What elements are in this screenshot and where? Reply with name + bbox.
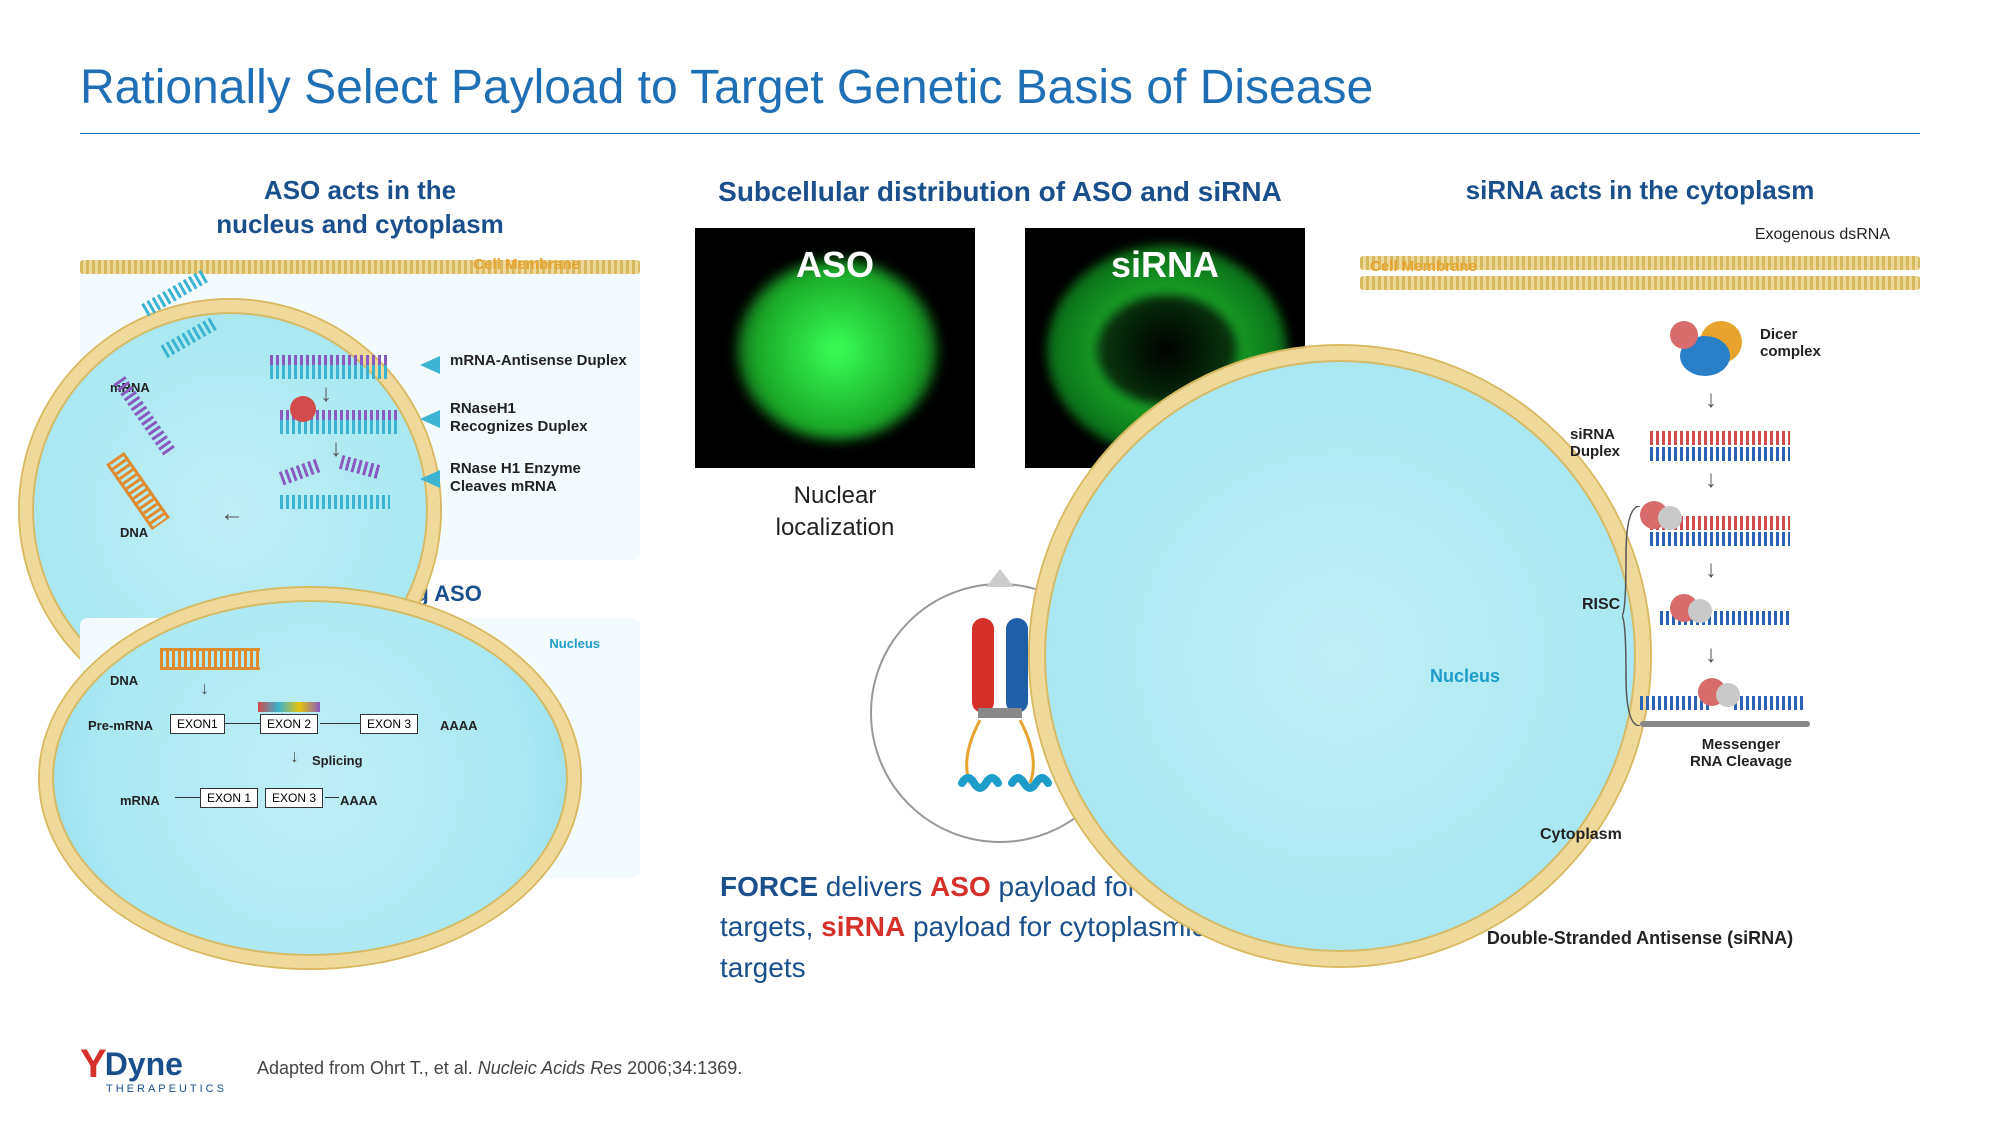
aso-mechanism-diagram: Cell Membrane mRNA DNA [80,260,640,560]
callout-arrow-icon [420,470,440,488]
micro-caption: Nuclear localization [695,480,975,542]
callout-arrow-icon [420,356,440,374]
exon-box: EXON1 [170,714,225,734]
intron-line [320,723,360,724]
risc-protein-icon [1688,599,1712,623]
dna-icon [160,648,260,670]
splice-diagram: Nucleus DNA ↓ Pre-mRNA EXON1 EXON 2 EXON… [80,618,640,878]
citation: Adapted from Ohrt T., et al. Nucleic Aci… [257,1058,742,1079]
sirna-mechanism-diagram: Exogenous dsRNA Cell Membrane Nucleus Cy… [1360,226,1920,916]
risc-label: RISC [1582,596,1620,614]
exon-box: EXON 2 [260,714,318,734]
aso-free-icon [280,495,390,509]
logo-y-icon: Y [80,1042,107,1087]
risc-protein-icon [1658,506,1682,530]
logo-text: Dyne [105,1046,183,1083]
dicer-label: Dicer complex [1760,326,1821,360]
nucleus-label: Nucleus [549,636,600,651]
cell-membrane-label-r: Cell Membrane [1370,258,1477,275]
sirna-duplex-icon [1650,431,1790,461]
polyA-label: AAAA [440,718,478,733]
aso-word: ASO [930,871,991,902]
nucleus-label-r: Nucleus [1430,666,1500,687]
cell-membrane-label: Cell Membrane [473,256,580,273]
logo-subtext: THERAPEUTICS [106,1083,227,1095]
dna-label: DNA [120,525,148,540]
cleavage-label: Messenger RNA Cleavage [1690,736,1792,770]
splicing-label: Splicing [312,753,363,768]
duplex-icon [270,355,390,377]
content-row: ASO acts in the nucleus and cytoplasm Ce… [80,174,1920,994]
dicer-protein-icon [1670,321,1698,349]
force-word: FORCE [720,871,818,902]
nucleus-arc-r [1030,346,1650,966]
exogenous-label: Exogenous dsRNA [1755,226,1890,244]
sirna-word: siRNA [821,911,905,942]
cytoplasm-label: Cytoplasm [1540,826,1622,844]
callout-1: mRNA-Antisense Duplex [450,352,627,371]
membrane-top2 [1360,276,1920,290]
footer: YDyne THERAPEUTICS Adapted from Ohrt T.,… [80,1042,1920,1095]
right-caption: Double-Stranded Antisense (siRNA) [1487,928,1793,949]
dna-label-2: DNA [110,673,138,688]
pointer-triangle-icon [986,569,1014,587]
callout-arrow-icon [420,410,440,428]
micrograph-image: ASO [695,228,975,468]
exon-box: EXON 1 [200,788,258,808]
sirna-duplex-label: siRNA Duplex [1570,426,1620,460]
aso-heading: ASO acts in the nucleus and cytoplasm [216,174,504,242]
slide: Rationally Select Payload to Target Gene… [0,0,2000,1125]
right-column: siRNA acts in the cytoplasm Exogenous ds… [1360,174,1920,994]
mrna-label-2: mRNA [120,793,160,808]
nucleus-shape [40,588,580,968]
micro-title: ASO [697,244,973,286]
premrna-label: Pre-mRNA [88,718,153,733]
callout-2: RNaseH1 Recognizes Duplex [450,400,588,438]
fluorescence-nuclear [737,260,937,440]
sirna-heading: siRNA acts in the cytoplasm [1466,174,1815,208]
brace-icon [1622,506,1642,726]
dyne-logo: YDyne THERAPEUTICS [80,1042,227,1095]
slide-title: Rationally Select Payload to Target Gene… [80,60,1920,134]
intron-line [225,723,260,724]
mid-heading: Subcellular distribution of ASO and siRN… [718,174,1282,210]
micro-title: siRNA [1027,244,1303,286]
exon-box: EXON 3 [265,788,323,808]
duplex-enzyme-icon [280,410,400,432]
polyA-label: AAAA [340,793,378,808]
aso-micrograph: ASO Nuclear localization [695,228,975,542]
risc-protein-icon [1716,683,1740,707]
aso-on-exon-icon [258,702,320,712]
exon-box: EXON 3 [360,714,418,734]
left-column: ASO acts in the nucleus and cytoplasm Ce… [80,174,640,994]
callout-3: RNase H1 Enzyme Cleaves mRNA [450,460,581,498]
